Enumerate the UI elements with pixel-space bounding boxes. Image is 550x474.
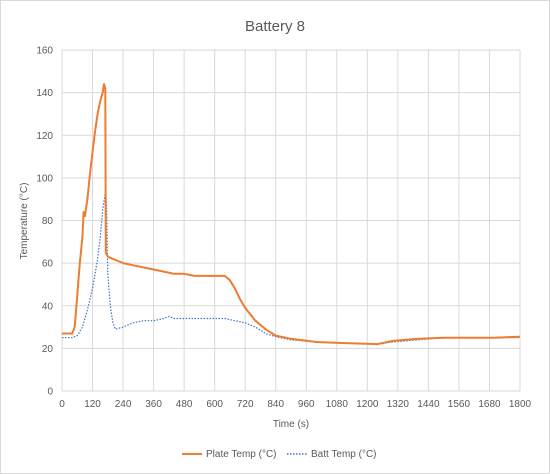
y-tick-label: 80 <box>42 216 54 227</box>
x-axis-label: Time (s) <box>273 419 309 430</box>
y-tick-label: 160 <box>36 46 53 57</box>
y-axis-label: Temperature (°C) <box>19 183 30 260</box>
y-tick-label: 0 <box>47 387 53 398</box>
x-tick-label: 360 <box>145 399 162 410</box>
y-tick-label: 140 <box>36 88 53 99</box>
x-tick-label: 120 <box>84 399 101 410</box>
x-tick-label: 1680 <box>478 399 501 410</box>
y-tick-label: 60 <box>42 259 54 270</box>
x-tick-label: 1560 <box>448 399 471 410</box>
x-tick-label: 1080 <box>326 399 349 410</box>
legend-label-batt-temp: Batt Temp (°C) <box>311 449 377 460</box>
x-tick-label: 480 <box>176 399 193 410</box>
chart-title: Battery 8 <box>245 18 305 35</box>
y-tick-labels: 0 20 40 60 80 100 120 140 160 <box>36 46 53 398</box>
x-tick-label: 600 <box>206 399 223 410</box>
plate-temp-line <box>62 83 521 346</box>
x-tick-label: 240 <box>115 399 132 410</box>
legend-label-plate-temp: Plate Temp (°C) <box>206 449 277 460</box>
x-tick-label: 1800 <box>509 399 532 410</box>
horizontal-gridlines <box>62 49 520 392</box>
x-tick-label: 720 <box>237 399 254 410</box>
y-tick-label: 40 <box>42 301 54 312</box>
x-tick-label: 1440 <box>417 399 440 410</box>
x-tick-labels: 0 120 240 360 480 600 720 840 960 1080 1200 1320 144… <box>59 399 531 410</box>
batt-temp-line <box>62 192 520 345</box>
x-tick-label: 1320 <box>387 399 410 410</box>
x-tick-label: 840 <box>267 399 284 410</box>
x-tick-label: 960 <box>298 399 315 410</box>
x-tick-label: 0 <box>59 399 65 410</box>
x-tick-label: 1200 <box>356 399 379 410</box>
y-tick-label: 20 <box>42 344 54 355</box>
legend: Plate Temp (°C) Batt Temp (°C) <box>182 449 377 460</box>
series-layer <box>62 83 521 346</box>
y-tick-label: 120 <box>36 131 53 142</box>
y-tick-label: 100 <box>36 173 53 184</box>
